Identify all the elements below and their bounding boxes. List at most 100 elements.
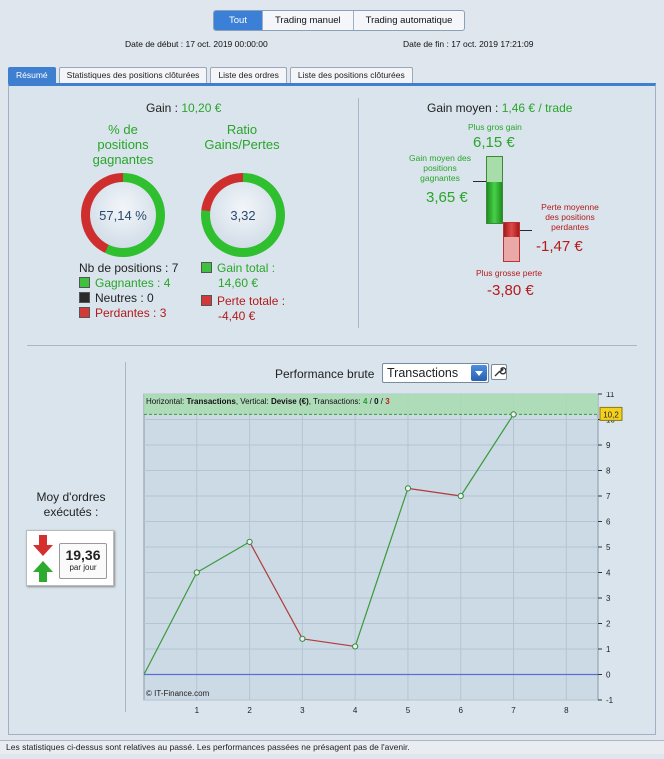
gain-total-label: Gain total : xyxy=(217,261,276,275)
chart-header-part: Transactions xyxy=(186,397,236,406)
pct-winners-value: 57,14 % xyxy=(90,182,156,248)
series-segment xyxy=(249,541,303,640)
loss-total-label: Perte totale : xyxy=(217,294,286,308)
y-tick-label: 9 xyxy=(606,441,611,450)
x-tick-label: 4 xyxy=(353,706,358,715)
perf-select[interactable]: Transactions xyxy=(382,363,489,383)
losers-label: Perdantes : 3 xyxy=(95,306,167,320)
loss-total-swatch xyxy=(201,295,212,306)
loss-total-value: -4,40 € xyxy=(218,309,256,323)
tab-3[interactable]: Liste des positions clôturées xyxy=(289,67,413,84)
x-tick-label: 7 xyxy=(511,706,516,715)
chart-header-part: , Transactions: xyxy=(309,397,363,406)
segment-1[interactable]: Trading manuel xyxy=(261,11,353,30)
max-gain-label: Plus gros gain xyxy=(468,122,522,132)
pct-winners-donut: 57,14 % xyxy=(81,173,165,257)
avg-gain-value: 1,46 € / trade xyxy=(501,101,573,115)
gain-total: Gain total : 14,60 € xyxy=(201,261,275,291)
tab-1[interactable]: Statistiques des positions clôturées xyxy=(58,67,208,84)
avg-loss-label: Perte moyenne des positions perdantes xyxy=(541,202,599,232)
pct-winners-title: % de positions gagnantes xyxy=(92,122,154,167)
nb-positions: Nb de positions : 7 xyxy=(79,261,179,275)
y-tick-label: 4 xyxy=(606,569,611,578)
orders-unit: par jour xyxy=(69,563,97,572)
tab-2[interactable]: Liste des ordres xyxy=(210,67,287,84)
gain-total-value: 14,60 € xyxy=(218,276,259,290)
segment-2[interactable]: Trading automatique xyxy=(352,11,465,30)
gain-label: Gain : xyxy=(146,101,179,115)
avg-win-label: Gain moyen des positions gagnantes xyxy=(409,153,471,183)
data-point xyxy=(404,485,412,492)
data-point xyxy=(457,492,464,500)
avg-win-pointer xyxy=(473,181,487,182)
data-point xyxy=(352,643,359,650)
x-tick-label: 1 xyxy=(195,706,200,715)
tab-0[interactable]: Résumé xyxy=(8,67,56,84)
divider-horizontal xyxy=(27,345,637,346)
chart-header-part: , Vertical: xyxy=(236,397,271,406)
y-tick-label: 8 xyxy=(606,467,611,476)
chart-header-part: 0 xyxy=(374,397,379,406)
chart-header-part: 4 xyxy=(363,397,368,406)
winners-row: Gagnantes : 4 xyxy=(79,276,170,290)
max-gain-value: 6,15 € xyxy=(473,134,515,151)
max-loss-label: Plus grosse perte xyxy=(476,268,543,278)
orders-value-box: 19,36 par jour xyxy=(59,543,107,579)
x-tick-label: 3 xyxy=(300,706,305,715)
x-tick-label: 8 xyxy=(564,706,569,715)
neutral-label: Neutres : 0 xyxy=(95,291,154,305)
mode-switch: Tout Trading manuel Trading automatique xyxy=(213,10,466,31)
y-tick-label: 5 xyxy=(606,543,611,552)
loss-total: Perte totale : -4,40 € xyxy=(201,294,285,324)
divider-vertical-lower xyxy=(125,362,126,712)
avg-loss-value: -1,47 € xyxy=(536,238,583,255)
series-segment xyxy=(407,487,461,497)
x-tick-label: 6 xyxy=(459,706,464,715)
chart-header-part: / xyxy=(367,397,374,406)
avg-win-value: 3,65 € xyxy=(426,189,468,206)
chart-header-part: Devise (€) xyxy=(271,397,309,406)
wrench-icon[interactable] xyxy=(491,364,507,380)
avg-gain-line: Gain moyen : 1,46 € / trade xyxy=(427,101,572,115)
winners-swatch xyxy=(79,277,90,288)
series-segment xyxy=(143,572,198,675)
ratio-value: 3,32 xyxy=(210,182,276,248)
chart-header-part: / xyxy=(379,397,386,406)
losers-row: Perdantes : 3 xyxy=(79,306,166,320)
avg-loss-pointer xyxy=(520,230,532,231)
start-date: Date de début : 17 oct. 2019 00:00:00 xyxy=(125,39,268,49)
tab-bar: Résumé Statistiques des positions clôturé… xyxy=(8,67,416,84)
neutral-row: Neutres : 0 xyxy=(79,291,154,305)
gain-total-swatch xyxy=(201,262,212,273)
segment-0[interactable]: Tout xyxy=(214,11,262,30)
chart-header-part: Horizontal: xyxy=(146,397,186,406)
avg-win-bar xyxy=(487,182,502,223)
last-value-label: 10,2 xyxy=(603,410,619,419)
y-tick-label: -1 xyxy=(606,696,614,705)
losers-swatch xyxy=(79,307,90,318)
y-tick-label: 1 xyxy=(606,645,611,654)
series-segment xyxy=(302,638,356,648)
avg-loss-bar xyxy=(504,223,519,237)
series-segment xyxy=(460,414,515,497)
gain-value: 10,20 € xyxy=(181,101,222,115)
y-tick-label: 6 xyxy=(606,518,611,527)
max-loss-value: -3,80 € xyxy=(487,282,534,299)
data-point xyxy=(246,538,253,545)
orders-card: 19,36 par jour xyxy=(26,530,114,586)
perf-title: Performance brute xyxy=(275,367,375,381)
data-point xyxy=(299,635,306,642)
divider-vertical xyxy=(358,98,359,328)
last-value-badge xyxy=(599,406,623,421)
y-tick-label: 0 xyxy=(606,671,611,680)
y-tick-label: 11 xyxy=(606,392,615,399)
y-tick-label: 3 xyxy=(606,594,611,603)
ratio-title: Ratio Gains/Pertes xyxy=(204,122,280,152)
chevron-down-icon[interactable] xyxy=(471,365,487,381)
watermark: © IT-Finance.com xyxy=(146,689,210,698)
perf-select-value: Transactions xyxy=(387,366,459,380)
data-point xyxy=(510,411,517,418)
down-up-arrows-icon xyxy=(33,535,53,582)
neutral-swatch xyxy=(79,292,90,303)
orders-title: Moy d'ordres exécutés : xyxy=(36,490,106,519)
